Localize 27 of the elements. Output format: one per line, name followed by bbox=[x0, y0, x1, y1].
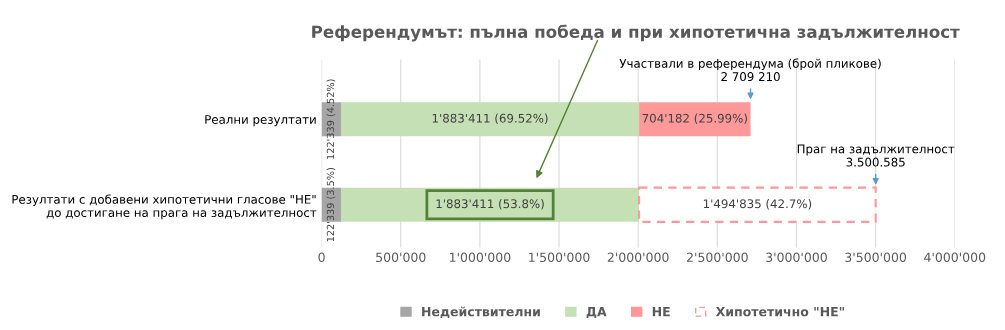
data-label: 122'339 (3.5%) bbox=[326, 168, 336, 242]
legend-label: ДА bbox=[586, 307, 607, 319]
data-label: 1'883'411 (53.8%) bbox=[436, 199, 544, 210]
x-tick-label: 4'000'000 bbox=[924, 252, 986, 263]
legend-label: НЕ bbox=[652, 307, 670, 317]
data-label: 704'182 (25.99%) bbox=[642, 113, 747, 125]
x-tick-label: 2'000'000 bbox=[607, 252, 669, 263]
chart-title: Референдумът: пълна победа и при хипотетична задължителност bbox=[312, 24, 960, 42]
x-tick-label: 0 bbox=[318, 252, 325, 263]
data-label: 1'883'411 (69.52%) bbox=[432, 113, 548, 125]
bar bbox=[639, 102, 751, 137]
y-tick-label: Реални резултати bbox=[205, 115, 316, 127]
x-tick-label: 2'500'000 bbox=[686, 252, 748, 263]
y-tick-label: Резултати с добавени хипотетични гласове "НЕ" до достигане на прага на задължителност bbox=[12, 194, 317, 220]
x-tick-label: 500'000 bbox=[376, 252, 426, 263]
legend-label: Хипотетично "НЕ" bbox=[715, 307, 845, 317]
bar bbox=[340, 102, 640, 137]
legend-label: Недействителни bbox=[422, 306, 540, 318]
x-tick-label: 1'000'000 bbox=[449, 252, 511, 263]
annotation: Участвали в референдума (брой пликове) 2 709 210 bbox=[619, 58, 881, 82]
annotation: Праг на задължителност 3.500.585 bbox=[797, 144, 955, 167]
x-tick-label: 3'500'000 bbox=[845, 252, 907, 263]
x-tick-label: 1'500'000 bbox=[529, 252, 590, 263]
x-tick-label: 3'000'000 bbox=[766, 252, 827, 263]
data-label: 1'494'835 (42.7%) bbox=[703, 199, 812, 210]
bar bbox=[638, 186, 877, 223]
data-label: 122'339 (4.52%) bbox=[326, 79, 336, 159]
